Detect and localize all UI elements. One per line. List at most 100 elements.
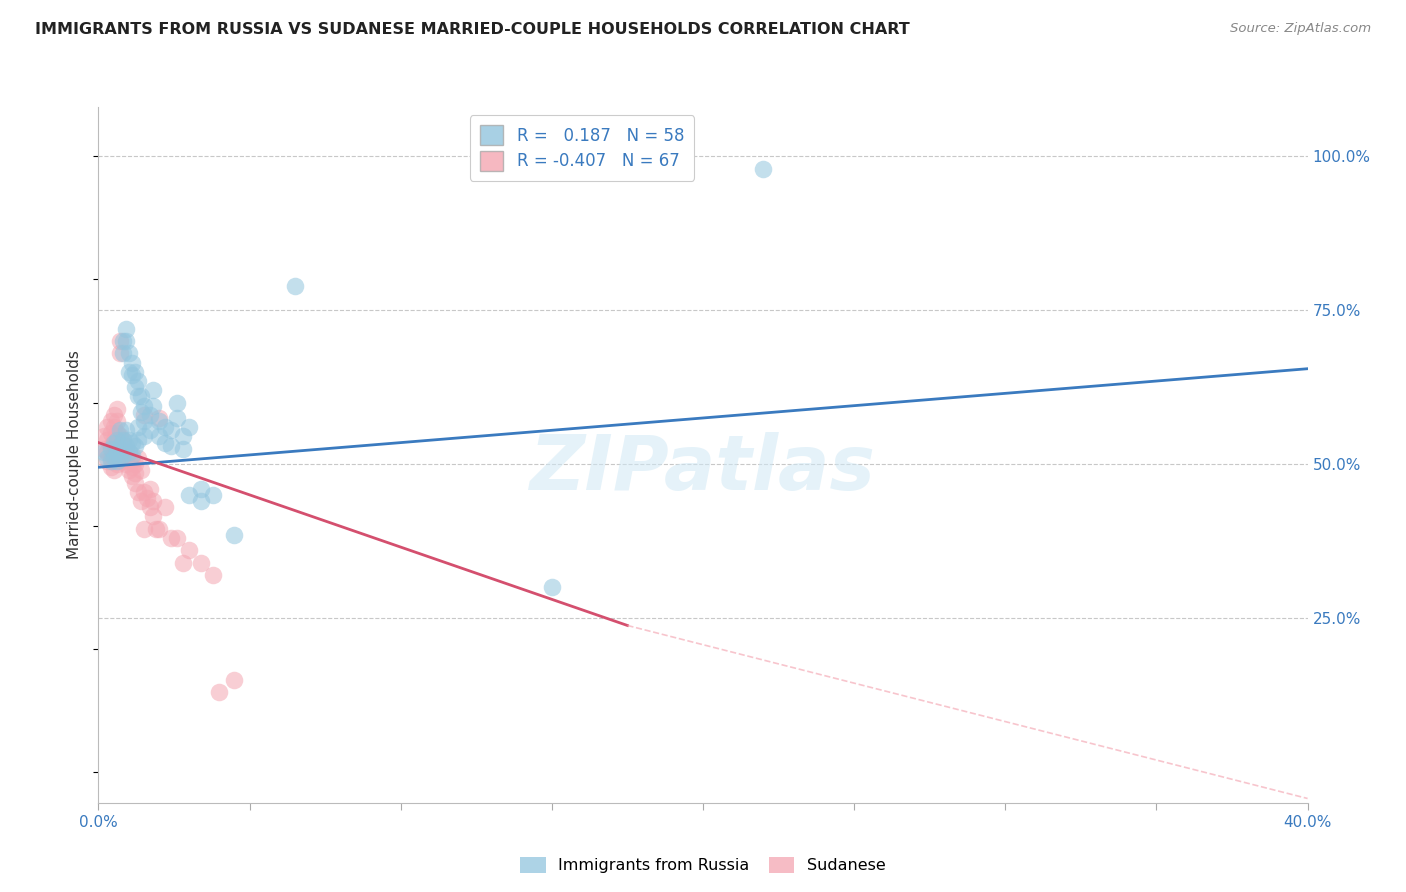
Point bbox=[100, 414, 122, 428]
Point bbox=[148, 429, 170, 443]
Point bbox=[96, 454, 118, 468]
Point bbox=[179, 488, 201, 502]
Point bbox=[105, 433, 128, 447]
Point bbox=[105, 454, 128, 468]
Point bbox=[166, 395, 188, 409]
Point bbox=[190, 556, 212, 570]
Point bbox=[114, 334, 136, 348]
Text: IMMIGRANTS FROM RUSSIA VS SUDANESE MARRIED-COUPLE HOUSEHOLDS CORRELATION CHART: IMMIGRANTS FROM RUSSIA VS SUDANESE MARRI… bbox=[35, 22, 910, 37]
Point bbox=[103, 445, 125, 459]
Point bbox=[139, 408, 162, 422]
Point bbox=[108, 346, 131, 360]
Point bbox=[132, 399, 155, 413]
Point bbox=[103, 420, 125, 434]
Point bbox=[108, 429, 131, 443]
Point bbox=[111, 445, 134, 459]
Point bbox=[121, 450, 143, 465]
Point bbox=[114, 448, 136, 462]
Point bbox=[190, 482, 212, 496]
Point bbox=[100, 450, 122, 465]
Point bbox=[121, 368, 143, 382]
Point bbox=[124, 467, 146, 481]
Point bbox=[142, 509, 165, 524]
Point bbox=[127, 484, 149, 499]
Point bbox=[142, 384, 165, 398]
Point bbox=[111, 334, 134, 348]
Point bbox=[127, 450, 149, 465]
Point bbox=[145, 522, 167, 536]
Text: Source: ZipAtlas.com: Source: ZipAtlas.com bbox=[1230, 22, 1371, 36]
Point bbox=[118, 445, 141, 459]
Point bbox=[124, 475, 146, 490]
Point bbox=[108, 450, 131, 465]
Legend: R =   0.187   N = 58, R = -0.407   N = 67: R = 0.187 N = 58, R = -0.407 N = 67 bbox=[470, 115, 695, 180]
Point bbox=[148, 522, 170, 536]
Point bbox=[208, 685, 231, 699]
Point bbox=[100, 439, 122, 453]
Point bbox=[105, 401, 128, 416]
Point bbox=[100, 426, 122, 441]
Point bbox=[127, 433, 149, 447]
Point bbox=[96, 420, 118, 434]
Point bbox=[111, 433, 134, 447]
Point bbox=[540, 580, 562, 594]
Point bbox=[166, 411, 188, 425]
Point bbox=[108, 439, 131, 453]
Point bbox=[153, 435, 176, 450]
Point bbox=[121, 469, 143, 483]
Point bbox=[111, 433, 134, 447]
Point bbox=[114, 439, 136, 453]
Legend: Immigrants from Russia, Sudanese: Immigrants from Russia, Sudanese bbox=[513, 850, 893, 880]
Point bbox=[166, 531, 188, 545]
Point bbox=[114, 457, 136, 471]
Point bbox=[160, 423, 183, 437]
Point bbox=[124, 380, 146, 394]
Point bbox=[124, 365, 146, 379]
Point bbox=[108, 334, 131, 348]
Point bbox=[752, 161, 775, 176]
Point bbox=[139, 482, 162, 496]
Point bbox=[96, 445, 118, 459]
Point bbox=[129, 389, 152, 403]
Point bbox=[202, 488, 225, 502]
Point bbox=[103, 433, 125, 447]
Point bbox=[105, 414, 128, 428]
Point bbox=[114, 423, 136, 437]
Point bbox=[172, 442, 194, 456]
Point bbox=[129, 463, 152, 477]
Point bbox=[142, 399, 165, 413]
Point bbox=[121, 435, 143, 450]
Point bbox=[108, 423, 131, 437]
Point bbox=[153, 420, 176, 434]
Point bbox=[160, 439, 183, 453]
Point bbox=[127, 374, 149, 388]
Point bbox=[103, 408, 125, 422]
Point bbox=[121, 355, 143, 369]
Point bbox=[100, 460, 122, 475]
Point bbox=[153, 500, 176, 515]
Point bbox=[172, 429, 194, 443]
Point bbox=[121, 448, 143, 462]
Point bbox=[114, 321, 136, 335]
Point bbox=[132, 522, 155, 536]
Point bbox=[103, 463, 125, 477]
Point bbox=[132, 414, 155, 428]
Point bbox=[108, 450, 131, 465]
Point bbox=[132, 484, 155, 499]
Point bbox=[93, 442, 115, 456]
Point bbox=[129, 494, 152, 508]
Point bbox=[132, 408, 155, 422]
Point bbox=[111, 454, 134, 468]
Point bbox=[224, 673, 246, 687]
Point bbox=[124, 457, 146, 471]
Point bbox=[142, 494, 165, 508]
Point bbox=[224, 528, 246, 542]
Point bbox=[127, 389, 149, 403]
Point bbox=[105, 457, 128, 471]
Point bbox=[93, 445, 115, 459]
Point bbox=[118, 346, 141, 360]
Point bbox=[108, 442, 131, 456]
Point bbox=[111, 346, 134, 360]
Point bbox=[114, 439, 136, 453]
Point bbox=[103, 435, 125, 450]
